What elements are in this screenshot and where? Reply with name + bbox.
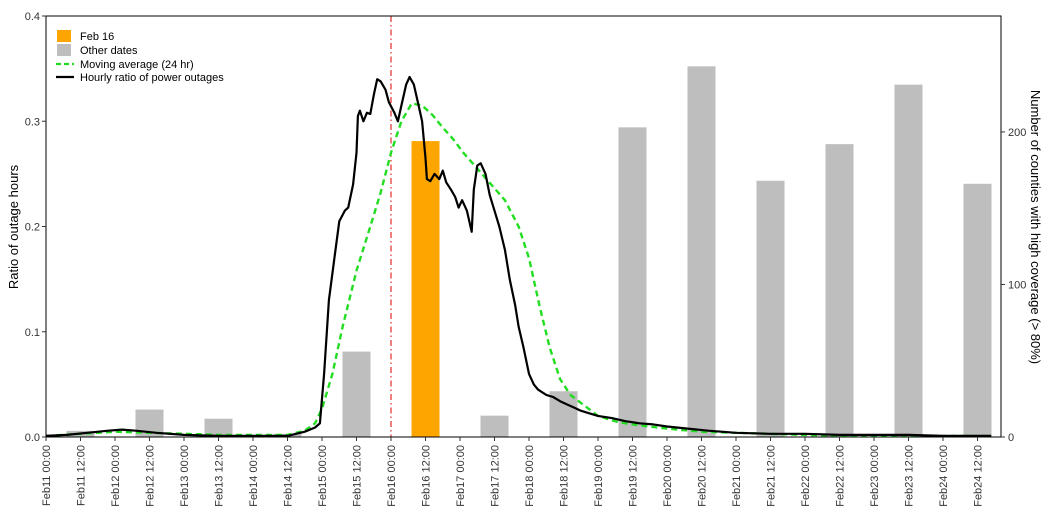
x-tick-label: Feb18 12:00: [559, 445, 571, 507]
bar-feb21: [756, 180, 785, 437]
x-tick-label: Feb11 00:00: [41, 445, 53, 506]
bar-feb13: [204, 418, 233, 437]
bar-feb23: [894, 84, 923, 438]
x-tick-label: Feb24 12:00: [973, 445, 985, 507]
x-tick-label: Feb17 00:00: [455, 445, 467, 507]
x-tick-label: Feb19 12:00: [628, 445, 640, 507]
y-right-tick-label: 200: [1008, 127, 1026, 139]
y-left-tick-label: 0.1: [25, 327, 40, 339]
x-tick-label: Feb12 12:00: [145, 445, 157, 507]
x-tick-label: Feb18 00:00: [524, 445, 536, 507]
y-right-tick-label: 0: [1008, 432, 1014, 444]
x-tick-label: Feb13 00:00: [179, 445, 191, 507]
bar-feb20: [687, 66, 716, 437]
x-tick-label: Feb16 12:00: [421, 445, 433, 507]
y-axis-left-title: Ratio of outage hours: [6, 164, 21, 289]
bar-feb22: [825, 144, 854, 437]
x-tick-label: Feb14 00:00: [248, 445, 260, 507]
x-tick-label: Feb22 00:00: [800, 445, 812, 507]
x-tick-label: Feb12 00:00: [110, 445, 122, 507]
y-right-tick-label: 100: [1008, 279, 1026, 291]
y-left-tick-label: 0.0: [25, 432, 40, 444]
x-tick-label: Feb23 00:00: [869, 445, 881, 507]
x-tick-label: Feb13 12:00: [214, 445, 226, 507]
lines-layer: [45, 75, 992, 438]
bar-feb17: [480, 415, 509, 437]
legend-label-moving-average: Moving average (24 hr): [80, 59, 194, 71]
legend-swatch-feb16: [57, 30, 71, 42]
right-y-axis: 0 100 200: [1001, 127, 1026, 444]
x-tick-label: Feb21 12:00: [766, 445, 778, 507]
x-tick-label: Feb15 12:00: [352, 445, 364, 507]
left-y-axis: 0.0 0.1 0.2 0.3 0.4: [25, 11, 46, 444]
x-tick-label: Feb21 00:00: [731, 445, 743, 507]
x-tick-label: Feb15 00:00: [317, 445, 329, 507]
bar-feb19: [618, 127, 647, 438]
legend-label-hourly-ratio: Hourly ratio of power outages: [80, 72, 224, 84]
bars-layer: [66, 66, 992, 438]
x-tick-label: Feb19 00:00: [593, 445, 605, 507]
legend-swatch-other-dates: [57, 44, 71, 56]
y-left-tick-label: 0.2: [25, 222, 40, 234]
y-left-tick-label: 0.4: [25, 11, 40, 23]
x-tick-label: Feb16 00:00: [386, 445, 398, 507]
legend: Feb 16 Other dates Moving average (24 hr…: [56, 30, 224, 84]
bar-feb16: [411, 141, 440, 437]
y-left-tick-label: 0.3: [25, 116, 40, 128]
y-axis-right-title: Number of counties with high coverage (>…: [1028, 90, 1043, 364]
hourly-ratio-line: [45, 75, 992, 437]
x-tick-label: Feb20 12:00: [697, 445, 709, 507]
x-tick-label: Feb11 12:00: [76, 445, 88, 506]
bar-feb24: [963, 183, 992, 437]
x-tick-label: Feb24 00:00: [938, 445, 950, 507]
legend-label-feb16: Feb 16: [80, 31, 114, 43]
x-tick-label: Feb22 12:00: [835, 445, 847, 507]
x-tick-label: Feb17 12:00: [490, 445, 502, 507]
x-tick-label: Feb23 12:00: [904, 445, 916, 507]
x-tick-label: Feb14 12:00: [283, 445, 295, 507]
bar-feb15: [342, 351, 371, 437]
legend-label-other-dates: Other dates: [80, 45, 138, 57]
x-axis: Feb11 00:00 Feb11 12:00 Feb12 00:00 Feb12 1…: [41, 437, 985, 507]
x-tick-label: Feb20 00:00: [662, 445, 674, 507]
